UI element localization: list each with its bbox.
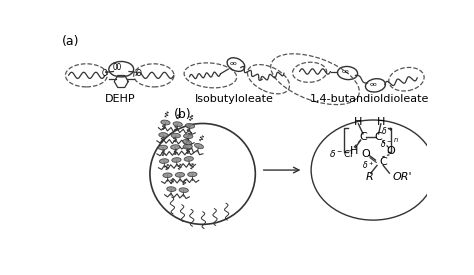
- Text: $\delta^+$: $\delta^+$: [381, 125, 393, 137]
- Ellipse shape: [185, 123, 195, 128]
- Text: $\delta^-$: $\delta^-$: [380, 138, 392, 148]
- Text: O: O: [362, 149, 371, 159]
- Ellipse shape: [159, 159, 169, 163]
- Text: O: O: [387, 146, 395, 156]
- Ellipse shape: [171, 133, 181, 138]
- Text: H: H: [377, 117, 385, 126]
- Ellipse shape: [184, 156, 193, 161]
- Text: H: H: [354, 117, 363, 126]
- Text: Isobutyloleate: Isobutyloleate: [195, 94, 274, 104]
- Ellipse shape: [175, 172, 184, 177]
- Ellipse shape: [188, 172, 197, 177]
- Ellipse shape: [163, 173, 172, 178]
- Ellipse shape: [183, 134, 193, 139]
- Ellipse shape: [182, 140, 191, 145]
- Text: DEHP: DEHP: [104, 94, 135, 104]
- Ellipse shape: [167, 187, 176, 191]
- Text: 1,4-butandioldioleate: 1,4-butandioldioleate: [310, 94, 429, 104]
- Ellipse shape: [173, 122, 182, 126]
- Text: OO: OO: [113, 63, 122, 72]
- Text: H: H: [349, 146, 358, 156]
- Text: (b): (b): [174, 108, 191, 122]
- Text: (a): (a): [63, 35, 80, 48]
- Ellipse shape: [158, 145, 167, 150]
- Ellipse shape: [171, 145, 180, 149]
- Ellipse shape: [172, 158, 181, 162]
- Ellipse shape: [179, 188, 188, 192]
- Text: C: C: [374, 132, 383, 142]
- Ellipse shape: [161, 120, 170, 125]
- Text: C: C: [359, 132, 367, 142]
- Text: $_n$: $_n$: [393, 135, 399, 145]
- Text: oo: oo: [341, 69, 349, 74]
- Text: $\delta^+$: $\delta^+$: [362, 159, 374, 170]
- Ellipse shape: [159, 133, 168, 137]
- Text: C: C: [379, 156, 387, 167]
- Text: $\delta^-$Cl: $\delta^-$Cl: [329, 148, 354, 159]
- Ellipse shape: [194, 144, 203, 149]
- Text: oo: oo: [370, 82, 378, 87]
- Text: OR': OR': [392, 172, 412, 182]
- Text: oo: oo: [230, 61, 237, 66]
- Text: O: O: [101, 68, 107, 78]
- Text: R: R: [365, 172, 373, 182]
- Text: O: O: [136, 68, 141, 78]
- Ellipse shape: [183, 144, 192, 149]
